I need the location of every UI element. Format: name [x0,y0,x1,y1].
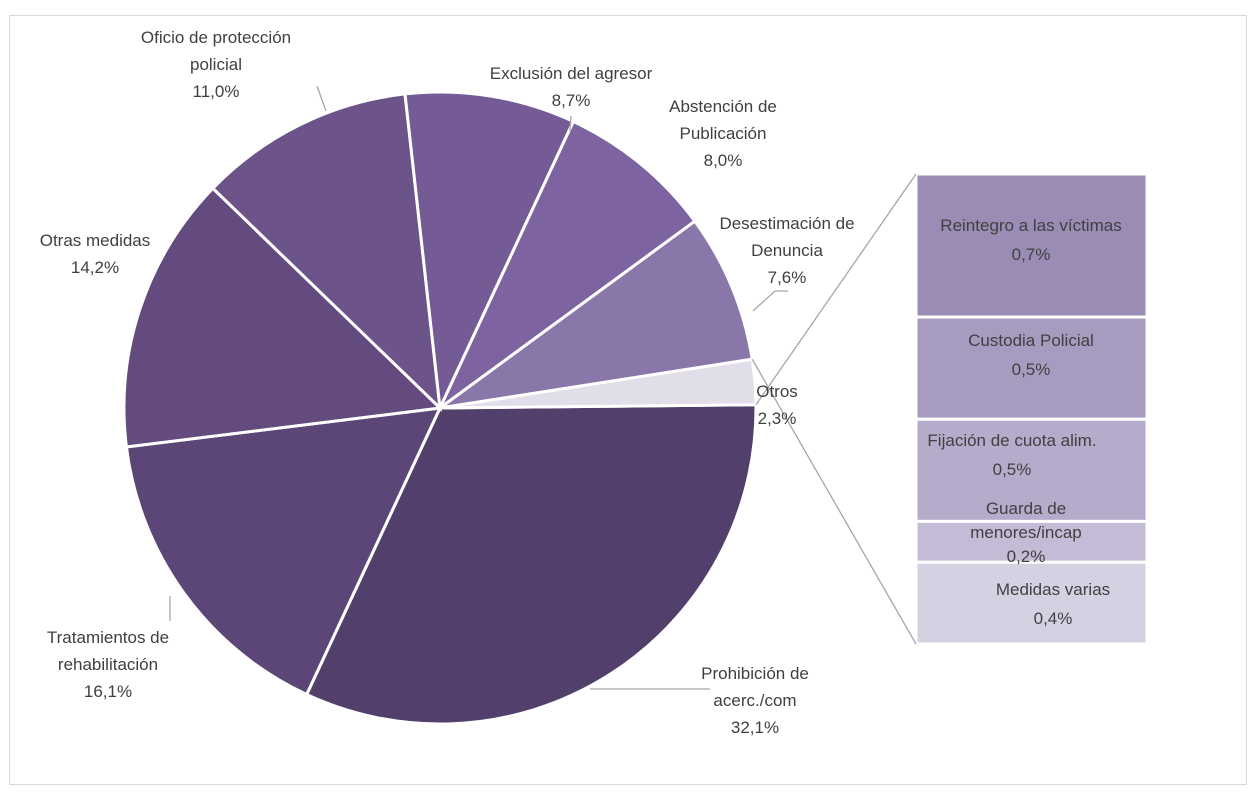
slice-label-otras-medidas: Otras medidas 14,2% [40,231,151,277]
slice-label-tratamientos-de-rehabilitacion: Tratamientos de rehabilitación 16,1% [47,628,169,701]
slice-label-desestimacion-de-denuncia: Desestimación de Denuncia 7,6% [719,214,854,287]
pie-slice-desestimacion-de-denuncia [439,219,754,410]
pie-of-pie-chart: Prohibición de acerc./com 32,1% Tratamiento… [40,28,1149,737]
pie-slice-exclusion-del-agresor [403,90,576,414]
leader-oficio [316,85,327,112]
slice-label-exclusion-del-agresor: Exclusión del agresor 8,7% [490,64,653,110]
breakdown-segment-custodia-policial [914,315,1149,421]
leader-exclusion [569,115,572,132]
slice-label-oficio-de-proteccion-policial: Oficio de protección policial 11,0% [141,28,291,101]
slice-label-otros: Otros 2,3% [756,382,798,428]
breakdown-segment-reintegro-a-las-victimas [914,172,1149,319]
breakdown-label-fijacion-de-cuota-alim: Fijación de cuota alim. 0,5% [927,431,1096,479]
breakdown-connector-top [755,173,917,406]
breakdown-label-medidas-varias: Medidas varias 0,4% [996,580,1110,628]
breakdown-label-guarda-de-menores-incap: Guarda de menores/incap 0,2% [970,499,1082,566]
pie-slice-oficio-de-proteccion-policial [210,92,442,412]
pie-slice-otras-medidas [122,186,444,449]
slice-label-prohibicion-de-acerc-com: Prohibición de acerc./com 32,1% [701,664,809,737]
breakdown-label-custodia-policial: Custodia Policial 0,5% [968,331,1094,379]
breakdown-connector-bottom [751,358,917,645]
pie-slices [122,90,758,726]
breakdown-label-reintegro-a-las-victimas: Reintegro a las víctimas 0,7% [940,216,1121,264]
slice-label-abstencion-de-publicacion: Abstención de Publicación 8,0% [669,97,777,170]
breakdown-segment-fijacion-de-cuota-alim [914,417,1149,523]
pie-slice-tratamientos-de-rehabilitacion [124,406,443,697]
breakdown-segment-guarda-de-menores-incap [914,519,1149,564]
breakdown-bar [914,172,1149,646]
chart-area: Prohibición de acerc./com 32,1% Tratamiento… [9,15,1247,785]
pie-slice-prohibicion-de-acerc-com [304,403,758,726]
breakdown-segment-medidas-varias [914,560,1149,646]
pie-slice-abstencion-de-publicacion [438,119,697,410]
leader-desestimacion [752,290,788,312]
